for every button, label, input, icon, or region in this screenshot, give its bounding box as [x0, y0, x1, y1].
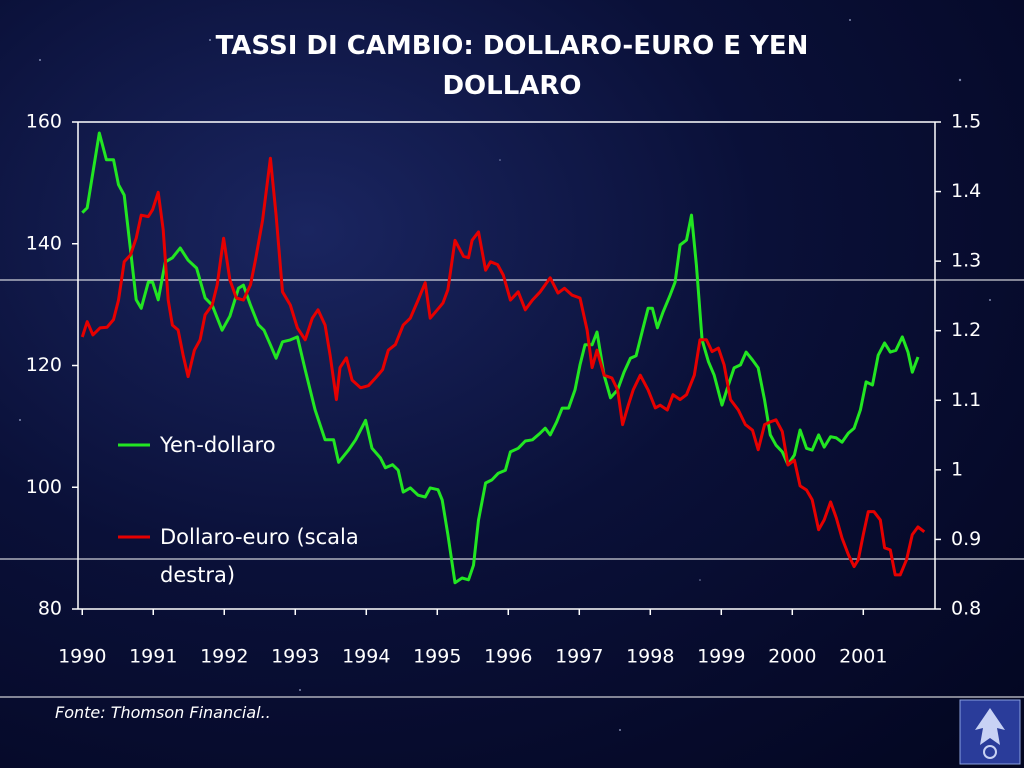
y-tick-label: 80: [38, 598, 62, 620]
y-tick-label: 160: [26, 111, 62, 133]
y-tick-label: 140: [26, 232, 62, 254]
source-note: Fonte: Thomson Financial..: [55, 703, 271, 722]
y2-tick-label: 0.9: [951, 528, 981, 550]
x-tick-label: 2000: [768, 646, 816, 668]
y2-tick-label: 1.3: [951, 250, 981, 272]
y2-tick-label: 1: [951, 458, 963, 480]
y2-tick-label: 1.4: [951, 180, 981, 202]
x-tick-label: 1992: [200, 646, 248, 668]
x-tick-label: 1999: [697, 646, 745, 668]
x-tick-label: 2001: [839, 646, 887, 668]
y2-tick-label: 1.5: [951, 111, 981, 133]
y-tick-label: 120: [26, 354, 62, 376]
legend-label: Yen-dollaro: [160, 433, 276, 457]
series-line: [81, 131, 920, 585]
legend-label: Dollaro-euro (scala destra): [160, 525, 359, 587]
logo: [959, 699, 1021, 765]
x-tick-label: 1995: [413, 646, 461, 668]
x-tick-label: 1993: [271, 646, 319, 668]
y2-tick-label: 1.1: [951, 389, 981, 411]
x-tick-label: 1994: [342, 646, 390, 668]
x-tick-label: 1990: [58, 646, 106, 668]
y2-tick-label: 1.2: [951, 319, 981, 341]
x-tick-label: 1996: [484, 646, 532, 668]
y2-tick-label: 0.8: [951, 598, 981, 620]
chart-title: TASSI DI CAMBIO: DOLLARO-EURO E YEN DOLL…: [215, 31, 809, 101]
series-line: [80, 156, 926, 577]
stars: [19, 19, 991, 731]
x-tick-label: 1997: [555, 646, 603, 668]
x-tick-label: 1991: [129, 646, 177, 668]
x-tick-label: 1998: [626, 646, 674, 668]
y-tick-label: 100: [26, 476, 62, 498]
